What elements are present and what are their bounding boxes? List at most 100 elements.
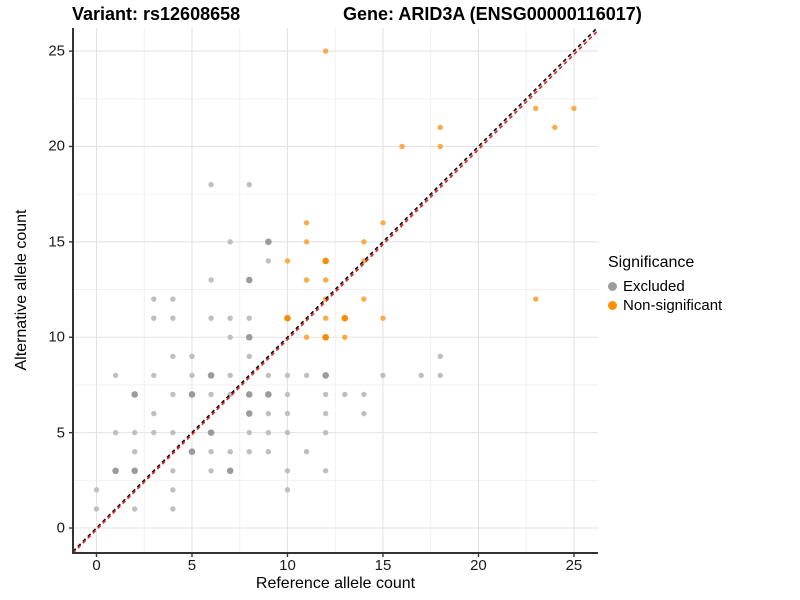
- x-tick-label: 10: [279, 557, 296, 574]
- scatter-point-excluded: [361, 391, 367, 398]
- scatter-point-excluded: [265, 410, 272, 417]
- scatter-point-excluded: [208, 449, 214, 455]
- fit-line: [73, 29, 598, 553]
- identity-line: [73, 28, 598, 553]
- scatter-point-non-significant: [552, 124, 558, 131]
- scatter-point-excluded: [265, 429, 272, 436]
- y-tick-label: 15: [48, 233, 65, 251]
- scatter-point-excluded: [207, 372, 215, 379]
- scatter-point-non-significant: [361, 239, 367, 245]
- scatter-point-excluded: [189, 372, 195, 379]
- x-tick-label: 0: [92, 557, 101, 574]
- scatter-point-excluded: [151, 315, 157, 321]
- legend-item-excluded: Excluded: [608, 277, 722, 296]
- scatter-point-non-significant: [284, 258, 291, 264]
- scatter-point-excluded: [342, 391, 348, 398]
- scatter-point-excluded: [208, 181, 214, 188]
- y-axis-title: Alternative allele count: [13, 209, 30, 371]
- x-axis-title: Reference allele count: [255, 575, 416, 592]
- x-tick-label: 5: [187, 557, 197, 574]
- scatter-point-excluded: [151, 372, 157, 379]
- scatter-point-excluded: [112, 372, 119, 379]
- y-tick-label: 10: [48, 328, 65, 346]
- scatter-point-excluded: [226, 467, 234, 475]
- scatter-point-excluded: [227, 239, 233, 245]
- scatter-point-non-significant: [533, 296, 539, 302]
- scatter-point-non-significant: [437, 143, 443, 150]
- scatter-point-excluded: [208, 315, 214, 321]
- scatter-point-non-significant: [341, 314, 349, 322]
- scatter-point-excluded: [284, 429, 291, 436]
- scatter-point-excluded: [227, 334, 233, 340]
- scatter-point-excluded: [93, 487, 100, 493]
- scatter-point-excluded: [131, 391, 138, 398]
- scatter-point-excluded: [151, 296, 157, 302]
- legend: Significance Excluded Non-significant: [608, 254, 722, 315]
- scatter-point-excluded: [284, 391, 291, 398]
- scatter-point-excluded: [170, 391, 176, 398]
- scatter-point-non-significant: [571, 105, 577, 112]
- scatter-point-excluded: [437, 372, 443, 379]
- scatter-point-excluded: [93, 506, 100, 512]
- scatter-point-excluded: [170, 353, 176, 360]
- scatter-point-excluded: [245, 410, 253, 417]
- scatter-point-excluded: [284, 487, 291, 493]
- scatter-point-excluded: [208, 468, 214, 474]
- scatter-point-excluded: [188, 391, 196, 398]
- scatter-point-excluded: [227, 372, 233, 379]
- scatter-point-non-significant: [303, 277, 310, 283]
- scatter-point-excluded: [284, 468, 291, 474]
- scatter-point-excluded: [246, 353, 252, 360]
- legend-item-nonsignificant: Non-significant: [608, 296, 722, 315]
- scatter-point-excluded: [418, 372, 424, 379]
- scatter-point-excluded: [265, 449, 272, 455]
- scatter-point-non-significant: [342, 334, 348, 340]
- scatter-point-excluded: [322, 372, 329, 379]
- scatter-point-non-significant: [284, 314, 291, 322]
- scatter-point-excluded: [170, 487, 176, 493]
- scatter-point-excluded: [246, 449, 252, 455]
- scatter-point-excluded: [188, 448, 196, 456]
- scatter-point-excluded: [227, 449, 233, 455]
- scatter-point-excluded: [151, 429, 157, 436]
- scatter-point-non-significant: [303, 239, 310, 245]
- scatter-point-excluded: [208, 391, 214, 398]
- scatter-point-excluded: [284, 372, 291, 379]
- scatter-point-excluded: [437, 353, 443, 360]
- y-tick-label: 5: [56, 424, 65, 442]
- scatter-point-non-significant: [380, 315, 386, 321]
- scatter-point-excluded: [361, 410, 367, 417]
- scatter-point-non-significant: [322, 333, 329, 341]
- x-tick-label: 20: [470, 557, 487, 574]
- scatter-point-non-significant: [399, 143, 405, 150]
- scatter-point-excluded: [151, 410, 157, 417]
- scatter-point-excluded: [265, 258, 272, 264]
- nonsignificant-dot-icon: [608, 301, 617, 310]
- scatter-point-non-significant: [380, 220, 386, 226]
- scatter-point-excluded: [303, 372, 310, 379]
- variant-title: Variant: rs12608658: [72, 4, 241, 24]
- scatter-point-excluded: [170, 468, 176, 474]
- scatter-point-excluded: [170, 429, 176, 436]
- scatter-point-excluded: [284, 410, 291, 417]
- scatter-point-excluded: [265, 238, 272, 246]
- scatter-point-non-significant: [533, 105, 539, 112]
- scatter-point-excluded: [131, 449, 138, 455]
- scatter-point-non-significant: [322, 48, 329, 54]
- scatter-point-excluded: [170, 296, 176, 302]
- scatter-point-non-significant: [322, 277, 329, 283]
- scatter-point-excluded: [207, 429, 215, 436]
- scatter-point-non-significant: [303, 334, 310, 340]
- y-tick-label: 0: [56, 519, 65, 537]
- scatter-point-non-significant: [437, 124, 443, 131]
- legend-item-label: Non-significant: [623, 297, 723, 314]
- x-tick-label: 25: [565, 557, 583, 574]
- scatter-point-excluded: [322, 468, 329, 474]
- scatter-point-excluded: [170, 315, 176, 321]
- excluded-dot-icon: [608, 282, 617, 291]
- y-tick-label: 25: [48, 42, 65, 60]
- scatter-point-non-significant: [322, 315, 329, 321]
- scatter-point-excluded: [227, 315, 233, 321]
